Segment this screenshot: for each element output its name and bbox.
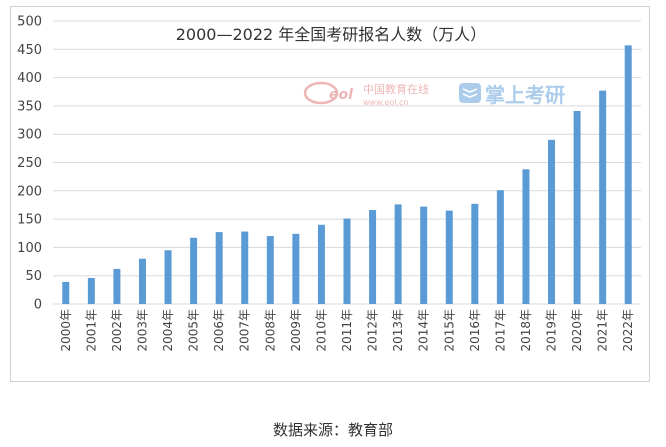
bar [548, 139, 556, 304]
x-tick-label: 2010年 [314, 309, 328, 352]
bar-chart: 0 50 100 150 200 250 300 350 400 450 500 2000年 2001… [17, 15, 641, 352]
x-tick-label: 2012年 [366, 309, 380, 352]
bar [394, 204, 402, 304]
x-tick-label: 2011年 [340, 309, 354, 352]
y-tick-label: 400 [17, 71, 42, 86]
y-tick-label: 500 [17, 15, 42, 30]
watermark: eol 中国教育在线 www.eol.cn 掌上考研 [303, 81, 565, 107]
x-tick-label: 2019年 [545, 309, 559, 352]
x-tick-label: 2009年 [289, 309, 303, 352]
eol-url-text: www.eol.cn [363, 98, 409, 107]
chart-title: 2000—2022 年全国考研报名人数（万人） [176, 25, 487, 44]
bar [215, 232, 223, 304]
x-tick-label: 2005年 [187, 309, 201, 352]
x-tick-label: 2008年 [263, 309, 277, 352]
bar [190, 237, 198, 304]
x-tick-label: 2002年 [110, 309, 124, 352]
bar [292, 233, 300, 304]
bar [471, 203, 479, 304]
x-tick-label: 2020年 [570, 309, 584, 352]
bar [87, 277, 95, 304]
x-tick-label: 2022年 [621, 309, 635, 352]
source-caption: 数据来源：教育部 [272, 421, 393, 439]
bar [369, 210, 377, 304]
x-tick-label: 2007年 [238, 309, 252, 352]
bar [343, 218, 351, 304]
bar [317, 224, 325, 304]
bar [445, 210, 453, 304]
x-tick-label: 2004年 [161, 309, 175, 352]
y-tick-label: 150 [17, 213, 42, 228]
book-icon [459, 83, 481, 103]
y-tick-label: 350 [17, 99, 42, 114]
bar [62, 281, 70, 304]
y-tick-label: 200 [17, 184, 42, 199]
y-tick-label: 250 [17, 156, 42, 171]
x-tick-label: 2017年 [493, 309, 507, 352]
eol-cn-text: 中国教育在线 [363, 82, 429, 96]
bar [266, 236, 274, 304]
x-tick-label: 2016年 [468, 309, 482, 352]
bar [138, 258, 146, 304]
bar [113, 268, 121, 304]
x-tick-label: 2003年 [135, 309, 149, 352]
bar [420, 206, 428, 304]
y-tick-label: 50 [25, 269, 42, 284]
y-tick-label: 450 [17, 43, 42, 58]
y-tick-label: 0 [34, 298, 42, 313]
chart-frame: 0 50 100 150 200 250 300 350 400 450 500 2000年 2001… [10, 6, 650, 382]
bar [599, 90, 607, 304]
bar [496, 190, 504, 304]
kaoyan-text: 掌上考研 [485, 83, 565, 107]
x-tick-label: 2001年 [84, 309, 98, 352]
x-tick-label: 2006年 [212, 309, 226, 352]
bar [241, 231, 249, 304]
eol-logo: eol [329, 87, 353, 103]
x-tick-label: 2013年 [391, 309, 405, 352]
x-tick-label: 2021年 [596, 309, 610, 352]
bar [624, 45, 632, 304]
bar [522, 169, 530, 304]
y-tick-label: 100 [17, 241, 42, 256]
y-tick-label: 300 [17, 128, 42, 143]
x-tick-label: 2000年 [59, 309, 73, 352]
x-tick-label: 2014年 [417, 309, 431, 352]
x-tick-label: 2018年 [519, 309, 533, 352]
bar [573, 110, 581, 304]
x-tick-label: 2015年 [442, 309, 456, 352]
bar [164, 250, 172, 304]
